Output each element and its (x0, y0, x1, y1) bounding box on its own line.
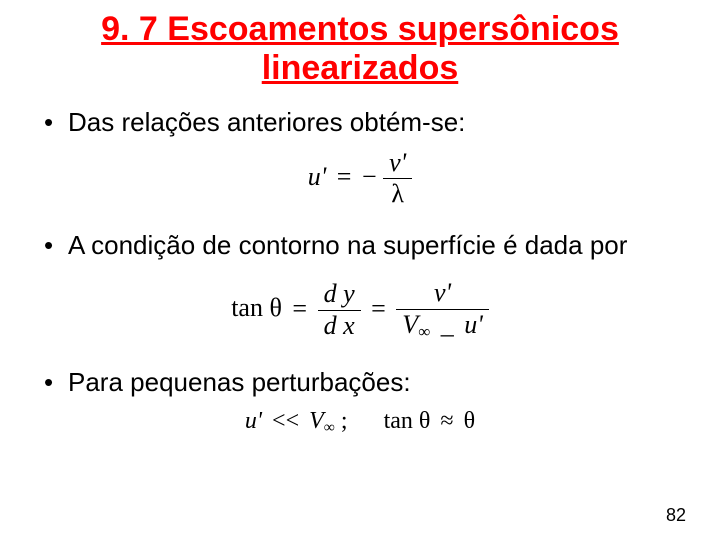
eq3-u: u' (245, 408, 262, 434)
equation-3: u' << V∞ ; tan θ ≈ θ (40, 408, 680, 437)
eq1-neg: − (362, 162, 377, 191)
equation-1: u' = − v' λ (40, 149, 680, 209)
eq2-frac1: d y d x (318, 280, 361, 340)
eq2-eq2: = (367, 294, 390, 323)
page-number: 82 (666, 505, 686, 526)
eq2-f1-num: d y (318, 280, 361, 311)
eq3-sep: ; (341, 408, 348, 434)
eq3-approx: ≈ (436, 408, 457, 434)
eq2-frac2: v' V∞ _ u' (396, 279, 489, 341)
bullet-3-text: Para pequenas perturbações: (68, 367, 411, 397)
eq2-f2-den-op: _ (437, 310, 458, 339)
eq1-equals: = (333, 162, 356, 191)
bullet-3: Para pequenas perturbações: (40, 366, 680, 399)
bullet-list-2: A condição de contorno na superfície é d… (40, 229, 680, 262)
eq3-tan: tan θ (384, 408, 431, 434)
eq3-theta: θ (464, 408, 476, 434)
eq2-f2-num: v' (396, 279, 489, 310)
eq3-V: V (309, 408, 324, 434)
bullet-1-text: Das relações anteriores obtém-se: (68, 107, 465, 137)
bullet-1: Das relações anteriores obtém-se: (40, 106, 680, 139)
eq2-line: tan θ = d y d x = v' V∞ _ u' (231, 279, 489, 341)
eq3-inf: ∞ (324, 419, 335, 436)
eq1-line: u' = − v' λ (308, 149, 413, 209)
eq2-f2-den-u: u' (464, 310, 483, 339)
eq2-f2-den: V∞ _ u' (396, 310, 489, 342)
eq3-ll: << (268, 408, 303, 434)
bullet-list: Das relações anteriores obtém-se: (40, 106, 680, 139)
eq1-frac: v' λ (383, 149, 412, 209)
eq2-f2-den-V: V (402, 310, 418, 339)
eq2-f2-den-inf: ∞ (418, 322, 430, 341)
eq2-eq1: = (288, 294, 311, 323)
bullet-2-text: A condição de contorno na superfície é d… (68, 230, 627, 260)
spacer-1 (40, 271, 680, 273)
eq2-f1-den: d x (318, 311, 361, 341)
bullet-list-3: Para pequenas perturbações: (40, 366, 680, 399)
eq1-num: v' (383, 149, 412, 180)
slide-title: 9. 7 Escoamentos supersônicos linearizad… (40, 10, 680, 88)
bullet-2: A condição de contorno na superfície é d… (40, 229, 680, 262)
equation-2: tan θ = d y d x = v' V∞ _ u' (40, 279, 680, 341)
eq2-lhs: tan θ (231, 294, 282, 323)
eq1-lhs: u' (308, 162, 327, 191)
slide: 9. 7 Escoamentos supersônicos linearizad… (0, 0, 720, 540)
eq1-den: λ (383, 179, 412, 209)
eq3-line: u' << V∞ ; tan θ ≈ θ (245, 408, 475, 437)
